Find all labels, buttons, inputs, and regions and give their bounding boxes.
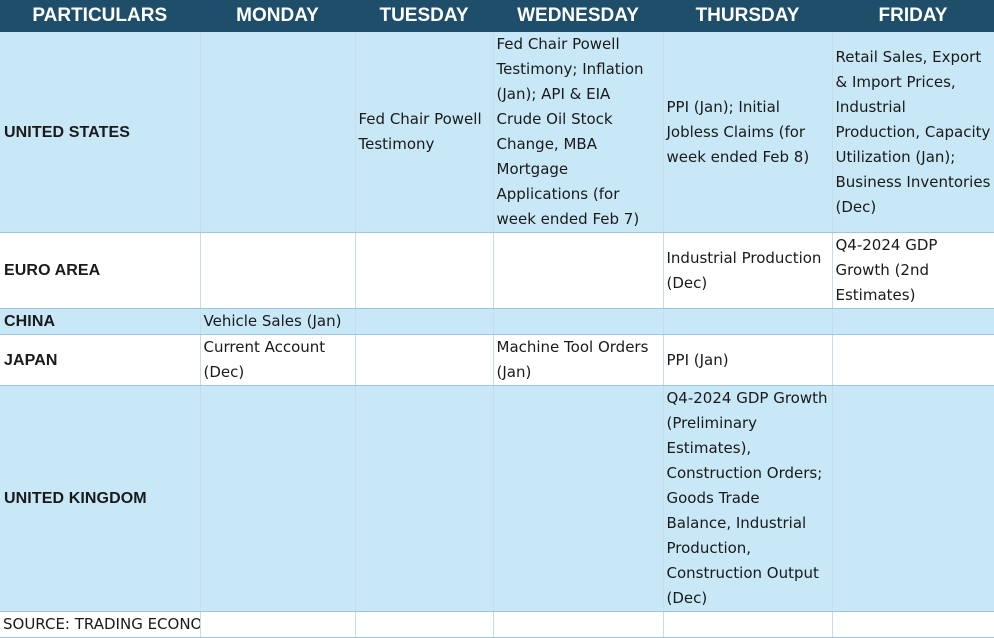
cell-cn-monday: Vehicle Sales (Jan) bbox=[200, 308, 356, 335]
cell-ea-tuesday bbox=[355, 232, 494, 309]
source-row-empty-2 bbox=[355, 611, 494, 638]
cell-cn-friday bbox=[832, 308, 994, 335]
cell-uk-thursday: Q4-2024 GDP Growth (Preliminary Estimate… bbox=[663, 385, 833, 612]
header-wednesday: WEDNESDAY bbox=[493, 0, 664, 32]
table-row-united-kingdom: UNITED KINGDOM Q4-2024 GDP Growth (Preli… bbox=[0, 385, 994, 612]
table-row-china: CHINA Vehicle Sales (Jan) bbox=[0, 308, 994, 335]
cell-us-tuesday: Fed Chair Powell Testimony bbox=[355, 32, 494, 233]
header-tuesday: TUESDAY bbox=[355, 0, 494, 32]
cell-cn-thursday bbox=[663, 308, 833, 335]
region-label-china: CHINA bbox=[0, 308, 201, 335]
cell-jp-monday: Current Account (Dec) bbox=[200, 334, 356, 386]
table-row-united-states: UNITED STATES Fed Chair Powell Testimony… bbox=[0, 32, 994, 233]
cell-uk-monday bbox=[200, 385, 356, 612]
source-row-empty-3 bbox=[493, 611, 664, 638]
region-label-us: UNITED STATES bbox=[0, 32, 201, 233]
source-row-empty-5 bbox=[832, 611, 994, 638]
cell-ea-friday: Q4-2024 GDP Growth (2nd Estimates) bbox=[832, 232, 994, 309]
source-note: SOURCE: TRADING ECONOMICS (as per IST) bbox=[0, 611, 201, 638]
table-row-japan: JAPAN Current Account (Dec) Machine Tool… bbox=[0, 334, 994, 386]
cell-uk-tuesday bbox=[355, 385, 494, 612]
cell-jp-tuesday bbox=[355, 334, 494, 386]
region-label-euro-area: EURO AREA bbox=[0, 232, 201, 309]
header-monday: MONDAY bbox=[200, 0, 356, 32]
cell-jp-thursday: PPI (Jan) bbox=[663, 334, 833, 386]
header-particulars: PARTICULARS bbox=[0, 0, 201, 32]
cell-uk-wednesday bbox=[493, 385, 664, 612]
cell-uk-friday bbox=[832, 385, 994, 612]
cell-jp-friday bbox=[832, 334, 994, 386]
region-label-japan: JAPAN bbox=[0, 334, 201, 386]
cell-ea-monday bbox=[200, 232, 356, 309]
header-row: PARTICULARS MONDAY TUESDAY WEDNESDAY THU… bbox=[0, 0, 994, 32]
source-row-empty-1 bbox=[200, 611, 356, 638]
cell-ea-wednesday bbox=[493, 232, 664, 309]
cell-us-wednesday: Fed Chair Powell Testimony; Inflation (J… bbox=[493, 32, 664, 233]
region-label-uk: UNITED KINGDOM bbox=[0, 385, 201, 612]
cell-jp-wednesday: Machine Tool Orders (Jan) bbox=[493, 334, 664, 386]
cell-us-monday bbox=[200, 32, 356, 233]
header-friday: FRIDAY bbox=[832, 0, 994, 32]
table-row-euro-area: EURO AREA Industrial Production (Dec) Q4… bbox=[0, 232, 994, 309]
source-row: SOURCE: TRADING ECONOMICS (as per IST) bbox=[0, 611, 994, 638]
cell-cn-tuesday bbox=[355, 308, 494, 335]
cell-cn-wednesday bbox=[493, 308, 664, 335]
header-thursday: THURSDAY bbox=[663, 0, 833, 32]
cell-ea-thursday: Industrial Production (Dec) bbox=[663, 232, 833, 309]
source-row-empty-4 bbox=[663, 611, 833, 638]
cell-us-thursday: PPI (Jan); Initial Jobless Claims (for w… bbox=[663, 32, 833, 233]
cell-us-friday: Retail Sales, Export & Import Prices, In… bbox=[832, 32, 994, 233]
